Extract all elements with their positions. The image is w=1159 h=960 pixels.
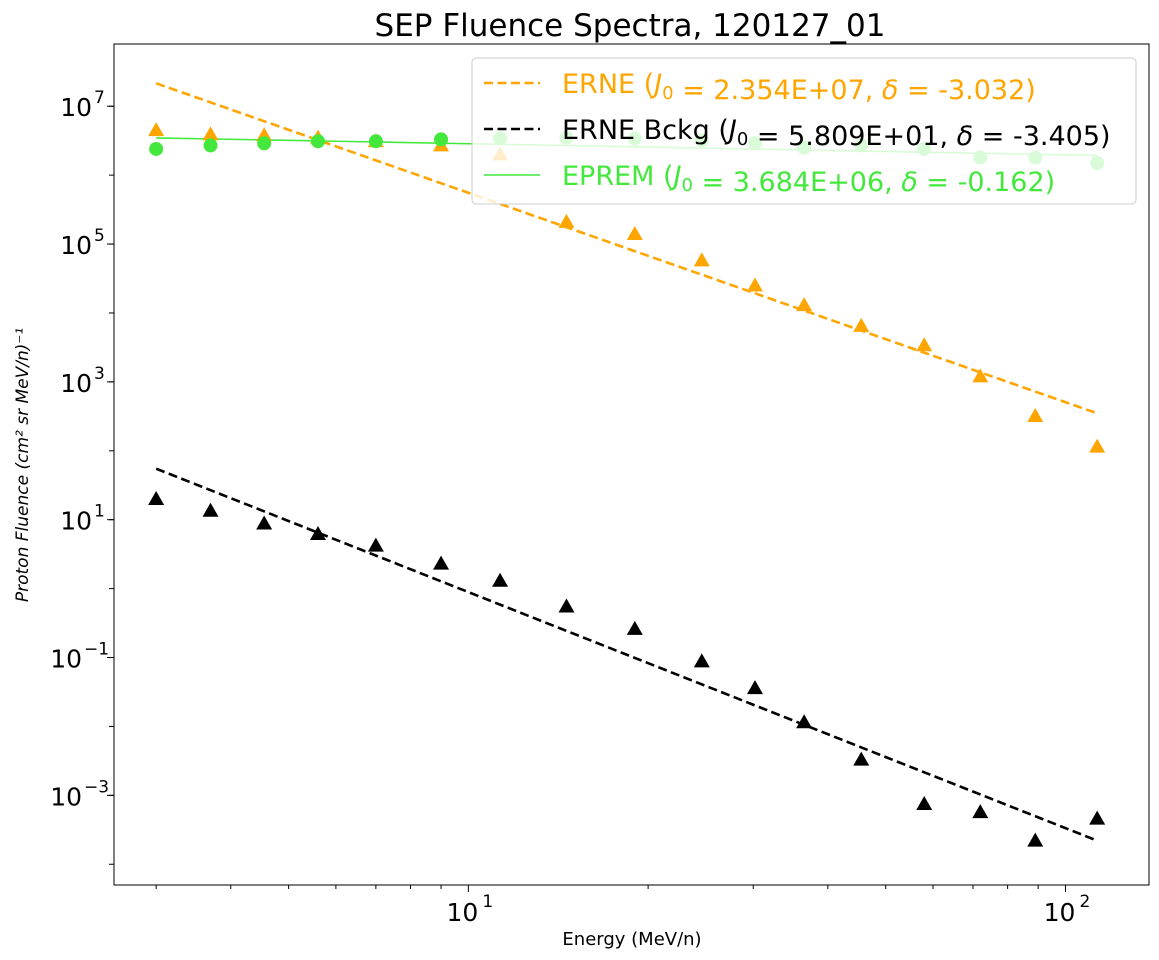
x-tick-exp-1: 2 (1079, 892, 1090, 912)
y-tick-exp-3: 3 (94, 364, 105, 384)
marker-s2-5 (434, 132, 449, 147)
marker-s0-0 (148, 122, 165, 137)
marker-s1-2 (256, 515, 273, 530)
marker-s1-8 (626, 620, 643, 635)
x-tick-exp-0: 1 (482, 892, 493, 912)
x-tick-label-0: 10 (446, 898, 478, 927)
y-tick-label-4: 10 (60, 231, 92, 260)
y-tick-exp-2: 1 (94, 502, 105, 522)
legend-box (471, 57, 1137, 205)
marker-s0-15 (1027, 407, 1044, 422)
marker-s2-3 (311, 134, 326, 149)
y-tick-exp-0: −3 (84, 777, 109, 797)
marker-s0-11 (796, 297, 813, 312)
marker-s0-16 (1089, 438, 1106, 453)
chart-title: SEP Fluence Spectra, 120127_01 (375, 8, 886, 44)
fit-line-1 (155, 467, 1098, 842)
marker-s1-7 (558, 598, 575, 613)
legend-label-2: EPREM (J0 = 3.684E+06, δ = -0.162) (562, 161, 1055, 198)
marker-s0-13 (916, 337, 933, 352)
y-tick-label-2: 10 (60, 507, 92, 536)
marker-s2-0 (149, 141, 164, 156)
y-tick-exp-5: 7 (94, 88, 105, 108)
marker-s1-15 (1027, 832, 1044, 847)
marker-s0-10 (746, 277, 763, 292)
x-axis-label: Energy (MeV/n) (562, 929, 701, 950)
marker-s0-7 (558, 213, 575, 228)
marker-s0-9 (693, 252, 710, 267)
marker-s1-14 (972, 804, 989, 819)
marker-s1-5 (433, 555, 450, 570)
marker-s1-16 (1089, 810, 1106, 825)
marker-s2-2 (257, 136, 272, 151)
marker-s2-1 (203, 138, 218, 153)
legend-label-0: ERNE (J0 = 2.354E+07, δ = -3.032) (562, 69, 1036, 106)
marker-s0-14 (972, 368, 989, 383)
x-tick-label-1: 10 (1044, 898, 1076, 927)
axes: 10 1 10 210 −310 −110 110 310 510 7 (50, 43, 1150, 927)
marker-s1-3 (310, 526, 327, 541)
marker-s1-6 (492, 572, 509, 587)
marker-s1-10 (746, 680, 763, 695)
marker-s2-4 (368, 134, 383, 149)
y-tick-exp-1: −1 (84, 640, 109, 660)
marker-s0-8 (626, 225, 643, 240)
marker-s0-12 (853, 317, 870, 332)
marker-s1-4 (367, 537, 384, 552)
y-axis-label: Proton Fluence (cm² sr MeV/n)⁻¹ (13, 328, 33, 602)
marker-s1-12 (853, 751, 870, 766)
marker-s1-13 (916, 795, 933, 810)
marker-s0-1 (202, 126, 219, 141)
marker-s1-1 (202, 502, 219, 517)
y-tick-exp-4: 5 (94, 226, 105, 246)
y-tick-label-0: 10 (50, 782, 82, 811)
y-tick-label-3: 10 (60, 369, 92, 398)
marker-s1-9 (693, 653, 710, 668)
marker-s1-0 (148, 490, 165, 505)
marker-s1-11 (796, 714, 813, 729)
y-tick-label-1: 10 (50, 645, 82, 674)
legend: ERNE (J0 = 2.354E+07, δ = -3.032) ERNE Bc… (471, 57, 1137, 205)
legend-label-1: ERNE Bckg (J0 = 5.809E+01, δ = -3.405) (562, 115, 1111, 152)
axes-frame (113, 43, 1150, 886)
y-tick-label-5: 10 (60, 93, 92, 122)
